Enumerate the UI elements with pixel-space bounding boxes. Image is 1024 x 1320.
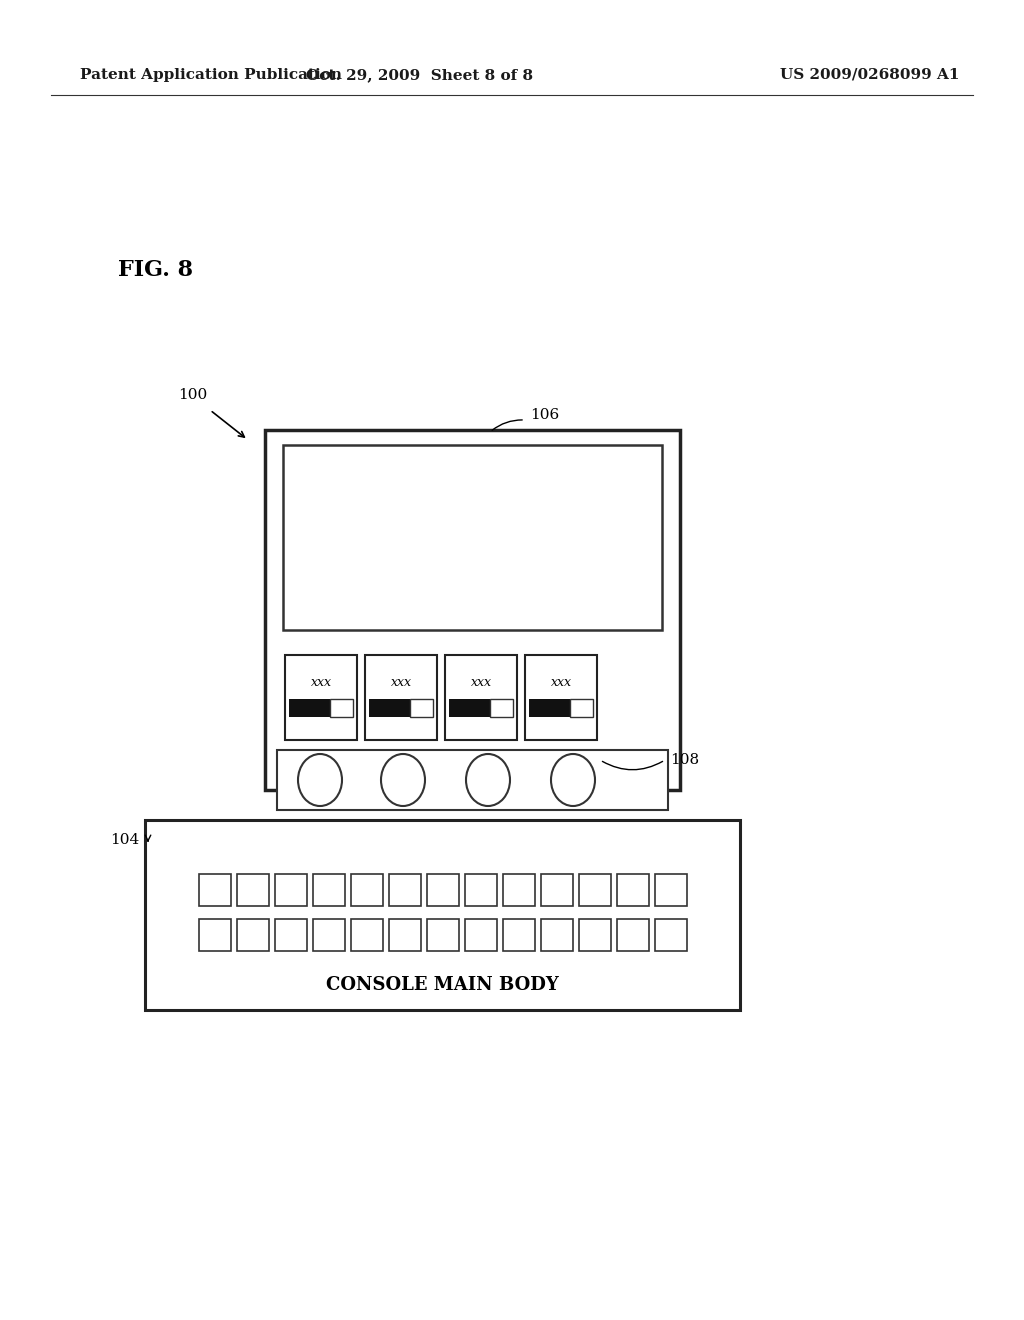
FancyBboxPatch shape <box>365 655 437 741</box>
FancyBboxPatch shape <box>525 655 597 741</box>
FancyBboxPatch shape <box>616 874 648 906</box>
Text: CONSOLE MAIN BODY: CONSOLE MAIN BODY <box>326 975 559 994</box>
FancyBboxPatch shape <box>285 655 357 741</box>
FancyBboxPatch shape <box>312 919 344 950</box>
FancyBboxPatch shape <box>465 919 497 950</box>
Ellipse shape <box>551 754 595 807</box>
FancyBboxPatch shape <box>289 700 330 717</box>
FancyBboxPatch shape <box>388 874 421 906</box>
FancyBboxPatch shape <box>278 750 668 810</box>
FancyBboxPatch shape <box>237 874 268 906</box>
FancyBboxPatch shape <box>388 919 421 950</box>
FancyBboxPatch shape <box>283 445 662 630</box>
Text: xxx: xxx <box>390 676 412 689</box>
FancyBboxPatch shape <box>616 919 648 950</box>
Text: 108: 108 <box>670 752 699 767</box>
Text: xxx: xxx <box>470 676 492 689</box>
FancyBboxPatch shape <box>145 820 740 1010</box>
Ellipse shape <box>298 754 342 807</box>
Text: FIG. 8: FIG. 8 <box>118 259 194 281</box>
Text: xxx: xxx <box>310 676 332 689</box>
FancyBboxPatch shape <box>654 874 686 906</box>
FancyBboxPatch shape <box>503 919 535 950</box>
Ellipse shape <box>381 754 425 807</box>
FancyBboxPatch shape <box>274 874 306 906</box>
FancyBboxPatch shape <box>654 919 686 950</box>
FancyBboxPatch shape <box>312 874 344 906</box>
Text: Oct. 29, 2009  Sheet 8 of 8: Oct. 29, 2009 Sheet 8 of 8 <box>306 69 534 82</box>
FancyBboxPatch shape <box>330 700 353 717</box>
FancyBboxPatch shape <box>199 919 230 950</box>
FancyBboxPatch shape <box>350 919 383 950</box>
FancyBboxPatch shape <box>449 700 489 717</box>
FancyBboxPatch shape <box>237 919 268 950</box>
FancyBboxPatch shape <box>529 700 569 717</box>
FancyBboxPatch shape <box>369 700 410 717</box>
Text: 104: 104 <box>110 833 139 847</box>
FancyBboxPatch shape <box>579 919 610 950</box>
Text: Patent Application Publication: Patent Application Publication <box>80 69 342 82</box>
FancyBboxPatch shape <box>465 874 497 906</box>
FancyBboxPatch shape <box>503 874 535 906</box>
FancyBboxPatch shape <box>410 700 433 717</box>
FancyBboxPatch shape <box>265 430 680 789</box>
FancyBboxPatch shape <box>569 700 593 717</box>
Text: 106: 106 <box>530 408 559 422</box>
FancyBboxPatch shape <box>541 874 572 906</box>
FancyBboxPatch shape <box>199 874 230 906</box>
FancyBboxPatch shape <box>489 700 513 717</box>
FancyBboxPatch shape <box>427 874 459 906</box>
FancyBboxPatch shape <box>427 919 459 950</box>
FancyBboxPatch shape <box>445 655 517 741</box>
Text: 100: 100 <box>178 388 207 403</box>
FancyBboxPatch shape <box>579 874 610 906</box>
FancyBboxPatch shape <box>541 919 572 950</box>
Ellipse shape <box>466 754 510 807</box>
FancyBboxPatch shape <box>350 874 383 906</box>
Text: xxx: xxx <box>551 676 571 689</box>
Text: US 2009/0268099 A1: US 2009/0268099 A1 <box>780 69 959 82</box>
FancyBboxPatch shape <box>274 919 306 950</box>
